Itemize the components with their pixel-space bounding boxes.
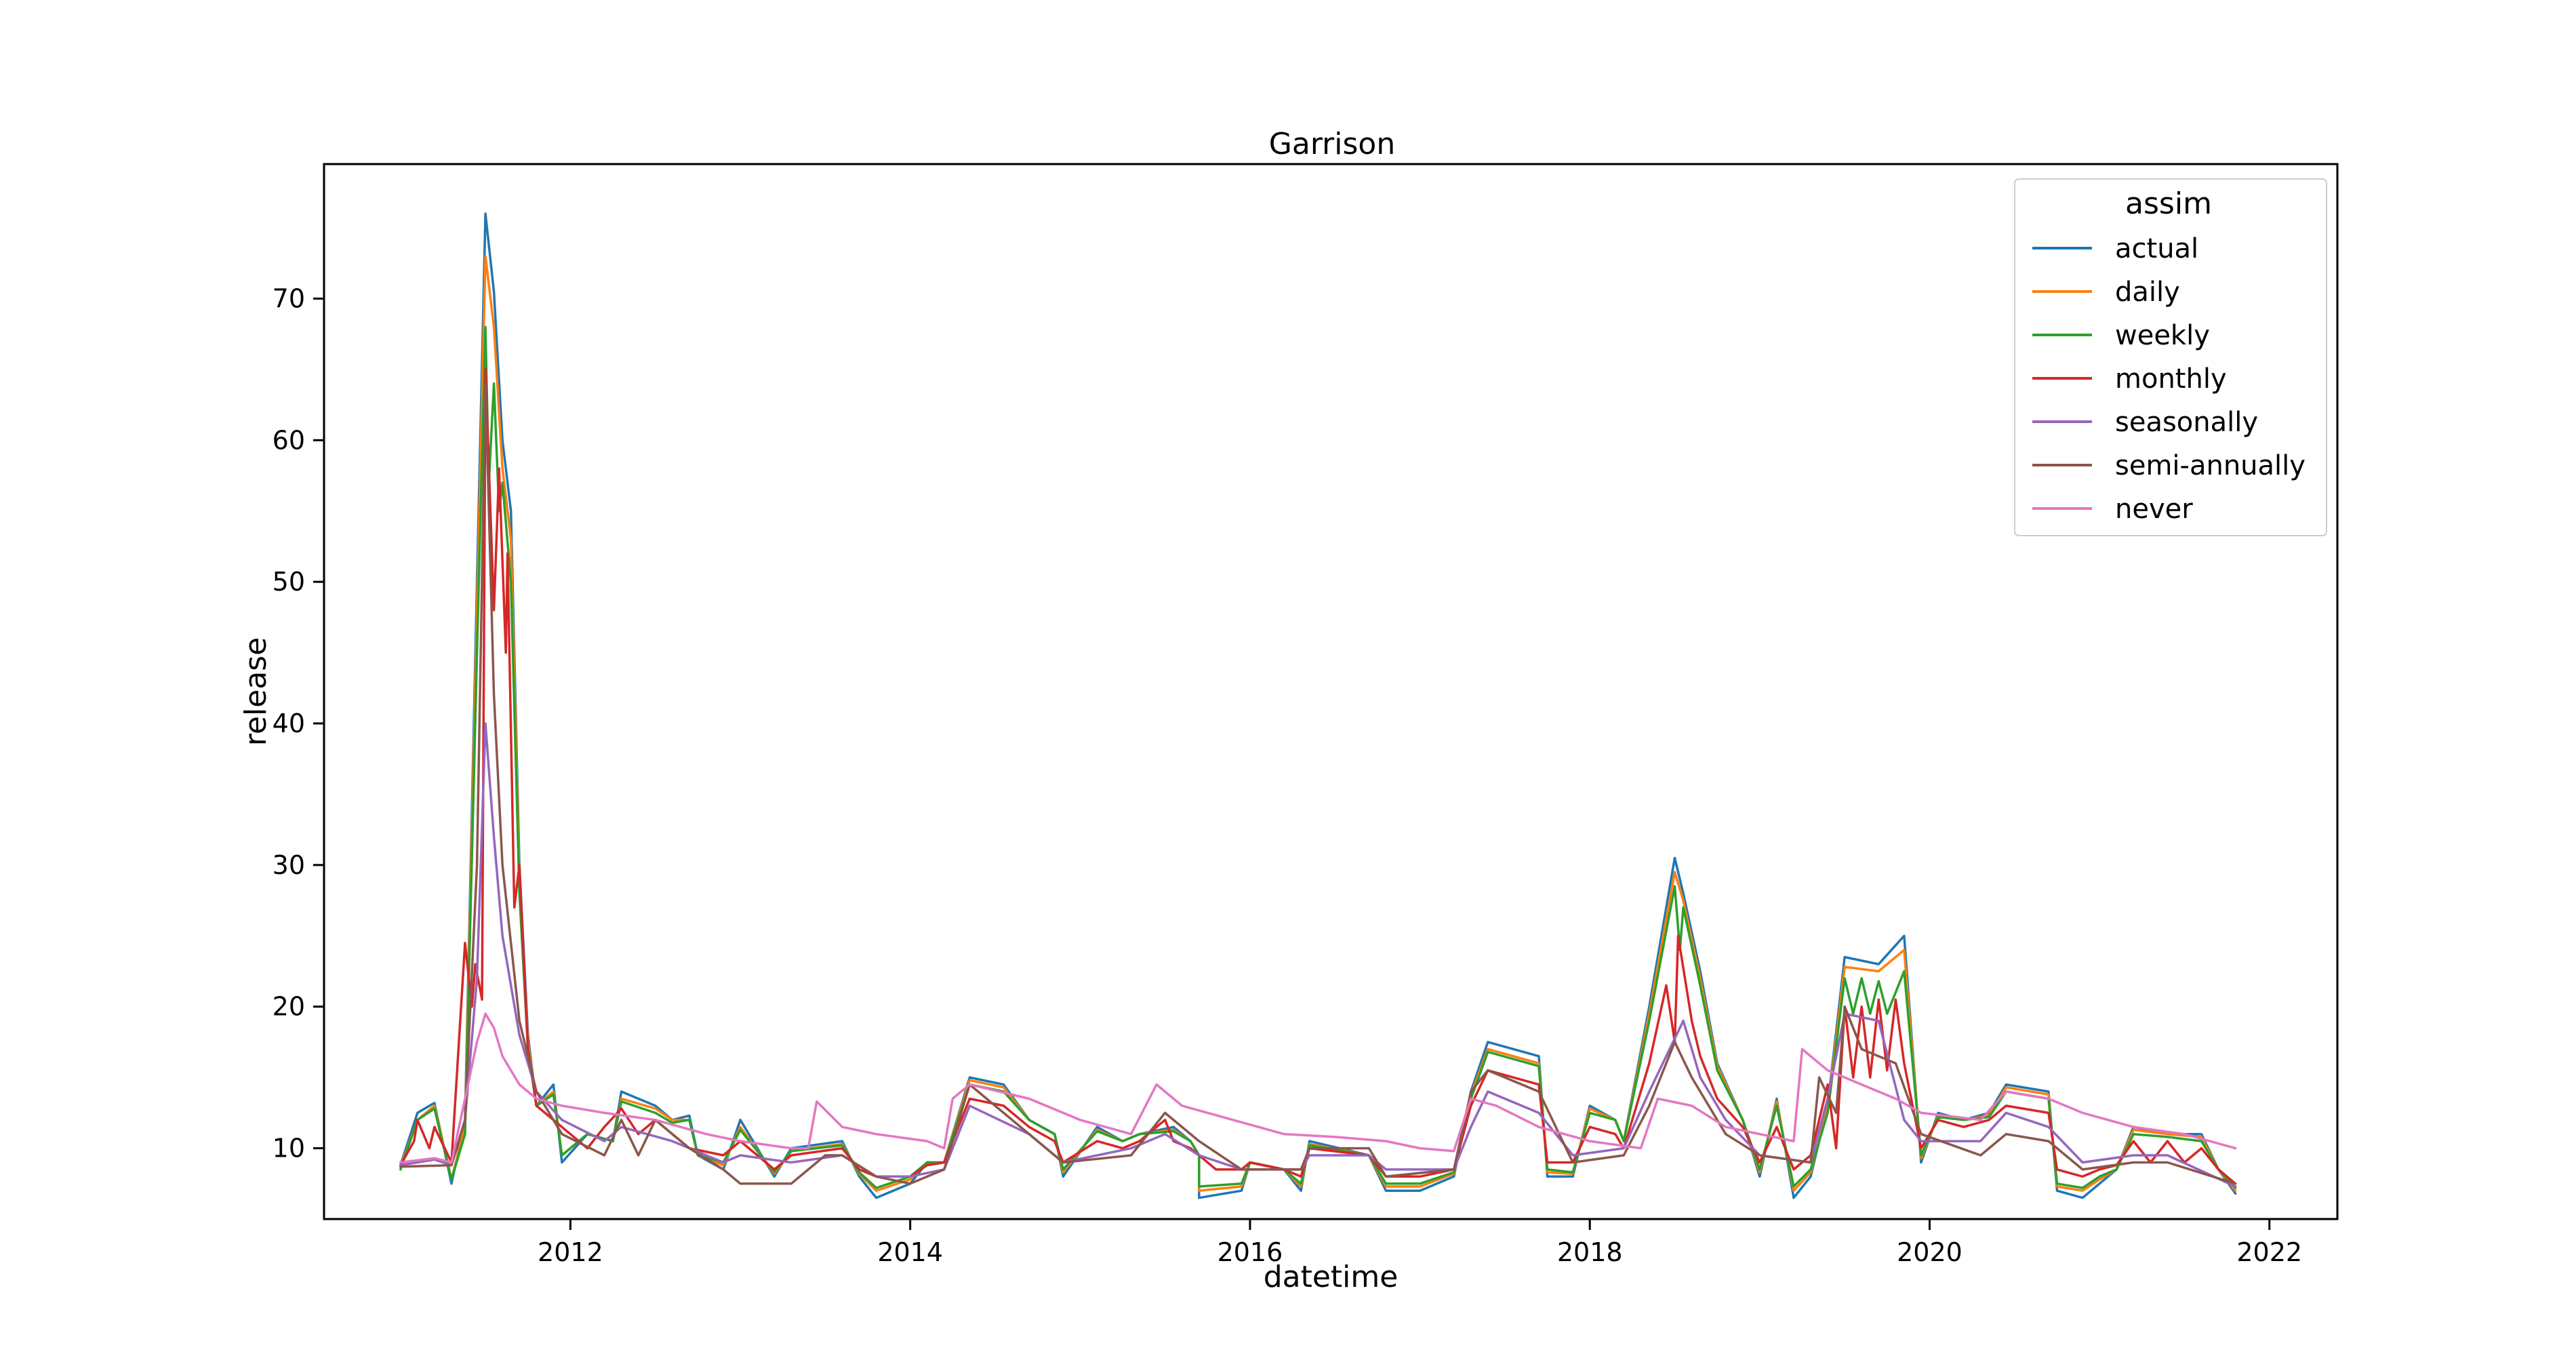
x-tick-label: 2014 (877, 1237, 943, 1267)
legend-label-monthly: monthly (2115, 363, 2227, 395)
legend-label-seasonally: seasonally (2115, 407, 2258, 438)
legend-label-semi-annually: semi-annually (2115, 450, 2306, 481)
legend-items: actual daily weekly monthly seasonally semi-a… (2032, 233, 2306, 525)
y-tick-label: 70 (273, 283, 305, 313)
x-tick-label: 2020 (1897, 1237, 1963, 1267)
y-tick-label: 40 (273, 709, 305, 738)
x-tick-label: 2012 (538, 1237, 603, 1267)
x-tick-label: 2022 (2236, 1237, 2302, 1267)
x-axis: 2012 2014 2016 2018 2020 2022 (538, 1219, 2302, 1267)
legend-title: assim (2125, 186, 2212, 221)
y-tick-label: 30 (273, 850, 305, 880)
plot-area (323, 163, 2339, 1220)
series-layer (399, 212, 2237, 1199)
chart-title: Garrison (1269, 127, 1395, 161)
legend-label-daily: daily (2115, 277, 2180, 308)
legend-label-weekly: weekly (2115, 320, 2210, 351)
series-line-never (399, 1012, 2237, 1164)
y-axis: 10 20 30 40 50 60 70 (273, 283, 324, 1163)
x-tick-label: 2016 (1217, 1237, 1283, 1267)
legend-box (2014, 178, 2327, 536)
y-tick-label: 50 (273, 567, 305, 597)
legend: assim actual daily weekly monthly seasonally… (2014, 178, 2327, 536)
legend-label-never: never (2115, 494, 2193, 525)
legend-label-actual: actual (2115, 233, 2198, 264)
y-tick-label: 10 (273, 1134, 305, 1163)
y-axis-label: release (239, 637, 273, 746)
series-line-semi-annually (399, 382, 2237, 1185)
y-tick-label: 20 (273, 992, 305, 1022)
y-tick-label: 60 (273, 425, 305, 455)
x-axis-label: datetime (1264, 1260, 1398, 1294)
x-tick-label: 2018 (1557, 1237, 1623, 1267)
plot-frame (323, 163, 2339, 1220)
